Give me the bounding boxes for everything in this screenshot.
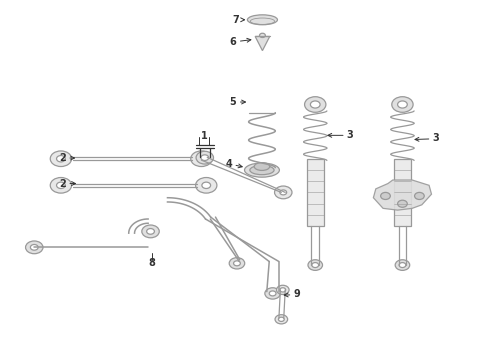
Text: 5: 5 — [229, 97, 236, 107]
Text: 1: 1 — [200, 131, 207, 141]
FancyBboxPatch shape — [394, 159, 411, 226]
Circle shape — [197, 156, 206, 162]
Circle shape — [395, 260, 410, 270]
Circle shape — [56, 156, 65, 162]
Circle shape — [310, 101, 320, 108]
Circle shape — [196, 177, 217, 193]
Circle shape — [381, 192, 391, 199]
Text: 7: 7 — [232, 15, 239, 25]
Circle shape — [201, 155, 209, 161]
Text: 3: 3 — [347, 130, 353, 140]
Circle shape — [202, 182, 211, 189]
Circle shape — [312, 262, 318, 267]
Circle shape — [397, 200, 407, 207]
Circle shape — [269, 291, 276, 296]
Circle shape — [50, 151, 72, 167]
Polygon shape — [255, 36, 270, 51]
Circle shape — [397, 101, 407, 108]
Text: 2: 2 — [59, 153, 66, 163]
Circle shape — [50, 177, 72, 193]
Circle shape — [275, 315, 288, 324]
Text: 3: 3 — [433, 133, 439, 143]
Text: 4: 4 — [225, 159, 232, 169]
Circle shape — [260, 33, 266, 37]
Text: 6: 6 — [229, 37, 236, 47]
Circle shape — [308, 260, 322, 270]
Circle shape — [265, 288, 280, 299]
Circle shape — [276, 285, 289, 294]
Polygon shape — [373, 180, 432, 210]
Circle shape — [25, 241, 43, 254]
Ellipse shape — [247, 15, 277, 25]
Circle shape — [191, 151, 212, 167]
Circle shape — [30, 244, 38, 250]
Circle shape — [278, 317, 284, 321]
Circle shape — [147, 229, 154, 234]
Circle shape — [415, 192, 424, 199]
Text: 9: 9 — [294, 289, 300, 299]
Circle shape — [274, 186, 292, 199]
Ellipse shape — [254, 163, 270, 170]
Circle shape — [305, 97, 326, 112]
Circle shape — [399, 262, 406, 267]
Circle shape — [392, 97, 413, 112]
Ellipse shape — [250, 166, 274, 175]
Circle shape — [280, 288, 286, 292]
Text: 8: 8 — [148, 258, 155, 267]
Ellipse shape — [245, 163, 279, 177]
Circle shape — [142, 225, 159, 238]
Circle shape — [196, 151, 214, 164]
FancyBboxPatch shape — [307, 159, 324, 226]
Text: 2: 2 — [59, 179, 66, 189]
Circle shape — [56, 182, 65, 189]
Circle shape — [234, 261, 241, 266]
Circle shape — [280, 190, 287, 195]
Circle shape — [229, 258, 245, 269]
